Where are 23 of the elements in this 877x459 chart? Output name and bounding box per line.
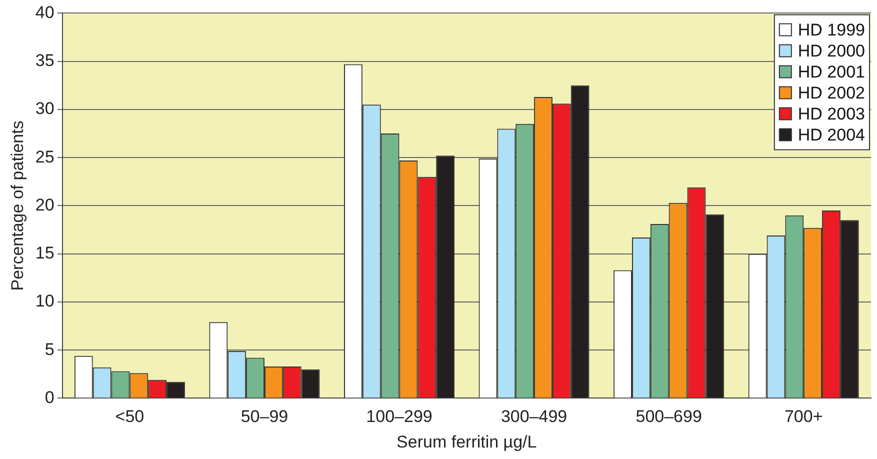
y-tick-label: 15 bbox=[35, 244, 54, 263]
x-axis-title: Serum ferritin µg/L bbox=[396, 432, 537, 452]
y-tick-label: 25 bbox=[35, 147, 54, 166]
x-tick-label: 500–699 bbox=[636, 407, 702, 426]
y-tick-label: 35 bbox=[35, 51, 54, 70]
legend-label: HD 2000 bbox=[798, 41, 866, 60]
y-tick-label: 30 bbox=[35, 99, 54, 118]
legend-label: HD 2002 bbox=[798, 83, 866, 102]
x-tick-label: 100–299 bbox=[366, 407, 432, 426]
x-tick-label: 700+ bbox=[784, 407, 823, 426]
legend-label: HD 1999 bbox=[798, 20, 866, 40]
y-tick-label: 10 bbox=[35, 292, 54, 311]
y-tick-label: 5 bbox=[44, 340, 54, 359]
y-tick-label: 0 bbox=[44, 388, 54, 407]
legend-label: HD 2003 bbox=[798, 104, 866, 124]
y-axis-title: Percentage of patients bbox=[8, 120, 27, 291]
legend-label: HD 2001 bbox=[798, 62, 866, 82]
x-tick-label: <50 bbox=[115, 407, 144, 426]
legend-label: HD 2004 bbox=[798, 125, 866, 144]
y-tick-label: 40 bbox=[35, 2, 54, 22]
x-tick-label: 300–499 bbox=[500, 407, 568, 426]
y-tick-label: 20 bbox=[35, 195, 54, 214]
x-tick-label: 50–99 bbox=[240, 407, 288, 426]
